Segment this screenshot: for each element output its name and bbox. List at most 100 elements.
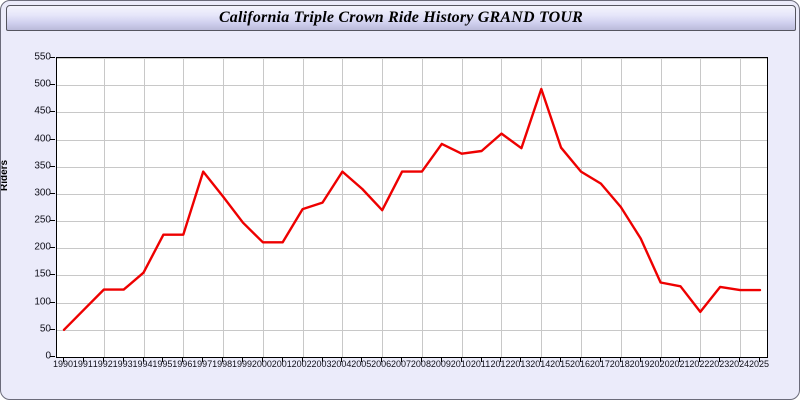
gridline-horizontal [57,58,767,59]
y-axis-tick-mark [50,166,55,167]
x-axis-tick-label: 2008 [410,359,431,369]
x-axis-tick-label: 2010 [450,359,471,369]
x-axis-tick-label: 1997 [192,359,213,369]
y-axis-tick-mark [50,111,55,112]
x-axis-tick-mark [719,357,720,362]
x-axis-tick-mark [341,357,342,362]
gridline-vertical [700,58,701,357]
x-axis-tick-label: 1993 [112,359,133,369]
y-axis-tick-label: 250 [34,214,51,226]
x-axis-tick-mark [560,357,561,362]
x-axis-tick-mark [759,357,760,362]
x-axis-tick-mark [162,357,163,362]
x-axis-tick-mark [481,357,482,362]
x-axis-tick-mark [302,357,303,362]
x-axis-tick-label: 2012 [490,359,511,369]
gridline-horizontal [57,330,767,331]
y-axis-tick-mark [50,302,55,303]
gridline-vertical [541,58,542,357]
x-axis-tick-label: 1999 [231,359,252,369]
x-axis-tick-mark [202,357,203,362]
gridline-vertical [342,58,343,357]
x-axis-tick-label: 1995 [152,359,173,369]
y-axis-tick-mark [50,57,55,58]
x-axis-tick-mark [441,357,442,362]
x-axis-tick-mark [600,357,601,362]
x-axis-tick-label: 2004 [331,359,352,369]
x-axis-tick-label: 2015 [550,359,571,369]
y-axis-tick-label: 350 [34,160,51,172]
series-line-riders [62,87,762,331]
plot-area [56,57,768,358]
gridline-horizontal [57,275,767,276]
gridline-vertical [183,58,184,357]
gridline-vertical [144,58,145,357]
series-polyline [62,87,762,331]
y-axis-tick-label: 450 [34,105,51,117]
y-axis-tick-label: 400 [34,133,51,145]
gridline-vertical [462,58,463,357]
x-axis-tick-mark [739,357,740,362]
y-axis-tick-label: 550 [34,51,51,63]
x-axis-tick-mark [103,357,104,362]
x-axis-tick-label: 2017 [589,359,610,369]
x-axis-tick-label: 2011 [470,359,491,369]
y-axis-tick-labels: 0 50 100 150 200 250 300 350 400 450 500 550 [1,52,55,362]
y-axis-tick-mark [50,84,55,85]
y-axis-tick-mark [50,220,55,221]
y-axis-tick-mark [50,193,55,194]
x-axis-tick-label: 2024 [729,359,750,369]
y-axis-tick-label: 500 [34,78,51,90]
x-axis-tick-label: 1998 [212,359,233,369]
gridline-vertical [501,58,502,357]
y-axis-tick-label: 200 [34,241,51,253]
page-title: California Triple Crown Ride History GRA… [218,9,584,26]
x-axis-tick-label: 1991 [72,359,93,369]
y-axis-tick-label: 100 [34,296,51,308]
x-axis-tick-label: 2013 [510,359,531,369]
gridline-vertical [422,58,423,357]
x-axis-tick-mark [322,357,323,362]
gridline-vertical [581,58,582,357]
x-axis-tick-mark [620,357,621,362]
y-axis-tick-mark [50,274,55,275]
y-axis-tick-mark [50,139,55,140]
x-axis-tick-mark [83,357,84,362]
gridline-horizontal [57,194,767,195]
y-axis-tick-mark [50,247,55,248]
y-axis-tick-label: 50 [39,323,51,335]
gridline-vertical [661,58,662,357]
x-axis-tick-mark [500,357,501,362]
x-axis-tick-label: 2009 [430,359,451,369]
gridline-vertical [303,58,304,357]
gridline-vertical [263,58,264,357]
x-axis-tick-mark [282,357,283,362]
x-axis-tick-mark [123,357,124,362]
gridline-vertical [740,58,741,357]
x-axis-tick-mark [361,357,362,362]
x-axis-tick-mark [143,357,144,362]
x-axis-tick-mark [461,357,462,362]
gridline-horizontal [57,303,767,304]
gridline-horizontal [57,85,767,86]
gridline-horizontal [57,112,767,113]
x-axis-tick-label: 2022 [689,359,710,369]
x-axis-tick-mark [679,357,680,362]
x-axis-tick-mark [63,357,64,362]
gridline-horizontal [57,221,767,222]
x-axis-tick-mark [540,357,541,362]
x-axis-tick-label: 2001 [271,359,292,369]
x-axis-tick-mark [262,357,263,362]
y-axis-tick-label: 0 [45,350,51,362]
x-axis-tick-label: 1990 [52,359,74,369]
x-axis-tick-label: 2002 [291,359,312,369]
x-axis-tick-mark [401,357,402,362]
chart-title-bar: California Triple Crown Ride History GRA… [6,5,796,31]
x-axis-tick-label: 2006 [371,359,392,369]
x-axis-tick-label: 1996 [172,359,193,369]
x-axis-tick-mark [640,357,641,362]
x-axis-tick-mark [421,357,422,362]
x-axis-tick-mark [242,357,243,362]
x-axis-tick-mark [580,357,581,362]
x-axis-tick-label: 2019 [629,359,650,369]
